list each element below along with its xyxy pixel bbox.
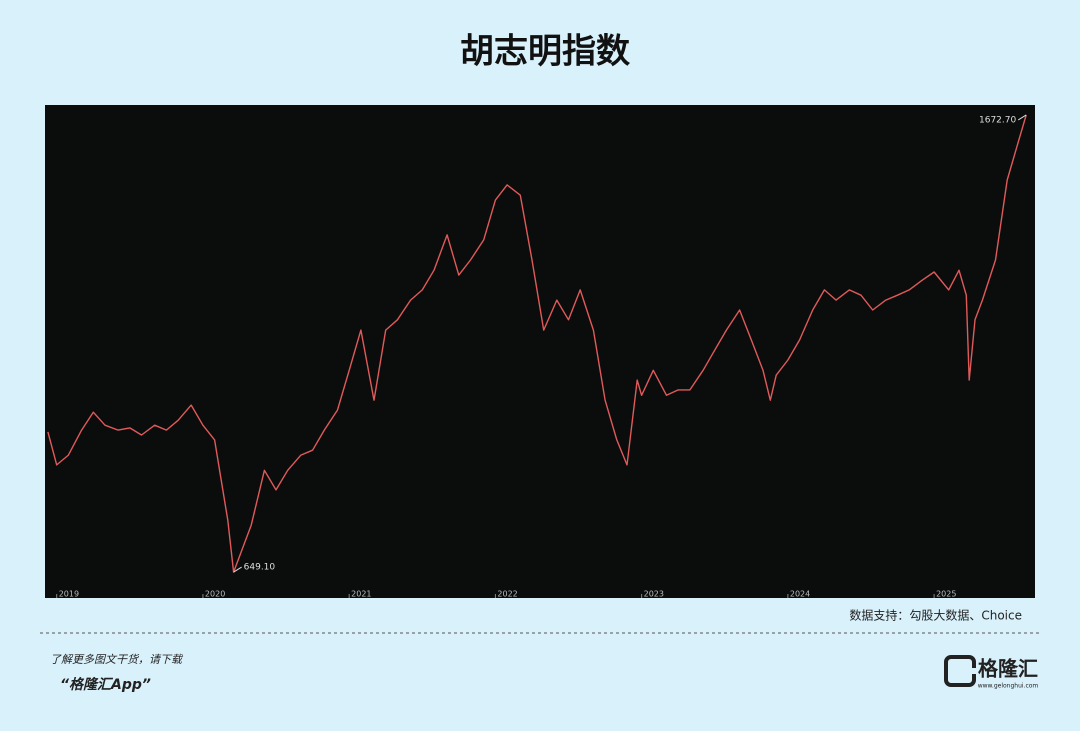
x-tick-label: 2019 — [59, 590, 79, 599]
footer-prompt: 了解更多图文干货，请下载 — [50, 653, 184, 666]
annotation-label: 1672.70 — [979, 115, 1016, 125]
logo-text: 格隆汇 — [978, 657, 1038, 681]
x-tick-label: 2024 — [790, 590, 810, 599]
annotation-arrow — [1017, 114, 1027, 121]
annotation-arrow — [233, 566, 242, 573]
chart-title: 胡志明指数 — [460, 32, 630, 72]
logo-icon-cut — [960, 668, 976, 674]
x-tick-label: 2022 — [497, 590, 517, 599]
x-tick-label: 2021 — [351, 590, 371, 599]
x-tick-label: 2020 — [205, 590, 225, 599]
x-tick-label: 2023 — [644, 590, 664, 599]
source: 数据支持：勾股大数据、Choice — [849, 608, 1022, 623]
price-line — [47, 114, 1027, 573]
x-tick-label: 2025 — [936, 590, 956, 599]
annotation-label: 649.10 — [244, 563, 276, 573]
footer-app: “格隆汇App” — [60, 676, 151, 693]
plot-area — [45, 105, 1035, 598]
logo-site: www.gelonghui.com — [978, 683, 1039, 690]
